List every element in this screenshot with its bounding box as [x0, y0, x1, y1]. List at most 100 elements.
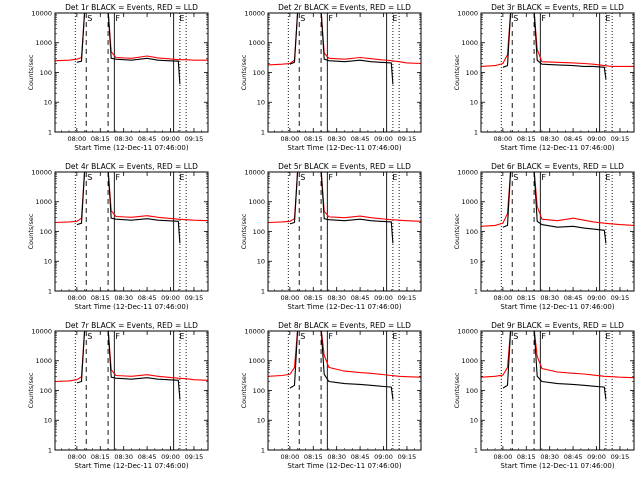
panel-8: Det 8r BLACK = Events, RED = LLD 1 10 100 10… [240, 321, 422, 470]
x-tick-label: 08:30 [327, 294, 346, 302]
x-tick-label: 09:15 [185, 453, 204, 461]
x-tick-label: 08:00 [67, 135, 86, 143]
y-tick-label: 10 [44, 417, 52, 425]
interval-marker: E [392, 14, 397, 23]
plot-frame [54, 171, 209, 292]
panel-3: Det 3r BLACK = Events, RED = LLD 1 10 100 10… [453, 3, 635, 152]
series-lld-line [481, 331, 634, 379]
interval-marker: S [300, 14, 305, 23]
x-tick-label: 08:45 [351, 294, 370, 302]
y-tick-label: 1 [48, 128, 52, 136]
x-tick-label: 08:30 [114, 294, 133, 302]
interval-marker: E [179, 332, 184, 341]
x-tick-label: 09:15 [398, 294, 417, 302]
series-events-line [289, 172, 394, 244]
x-tick-label: 08:00 [493, 135, 512, 143]
x-tick-label: 08:15 [304, 135, 323, 143]
interval-marker: S [300, 332, 305, 341]
x-axis-label: Start Time (12-Dec-11 07:46:00) [74, 144, 188, 152]
x-tick-label: 08:15 [91, 453, 110, 461]
panel-1: Det 1r BLACK = Events, RED = LLD 1 10 100 10… [27, 3, 209, 152]
series-events-line [502, 13, 607, 80]
y-tick-label: 1000 [35, 198, 52, 206]
series-lld-line [268, 331, 421, 378]
plot-frame [54, 12, 209, 133]
x-axis-label: Start Time (12-Dec-11 07:46:00) [74, 462, 188, 470]
series-group [55, 172, 208, 244]
y-tick-label: 100 [466, 69, 478, 77]
series-events-line [502, 172, 607, 244]
y-tick-label: 1000 [248, 357, 265, 365]
reference-lines [287, 13, 400, 132]
y-axis-label: Counts/sec [453, 54, 461, 90]
interval-marker: F [541, 14, 546, 23]
reference-lines [74, 331, 187, 450]
x-axis-label: Start Time (12-Dec-11 07:46:00) [500, 144, 614, 152]
y-tick-label: 10 [257, 417, 265, 425]
y-tick-label: 10 [44, 258, 52, 266]
series-group [268, 13, 421, 85]
x-tick-label: 09:15 [611, 135, 630, 143]
y-axis-label: Counts/sec [27, 372, 35, 408]
y-axis-label: Counts/sec [27, 54, 35, 90]
y-tick-label: 1000 [35, 39, 52, 47]
x-tick-label: 09:00 [587, 135, 606, 143]
plot-frame [480, 12, 635, 133]
x-tick-label: 09:15 [611, 294, 630, 302]
y-axis-label: Counts/sec [27, 213, 35, 249]
panel-title: Det 7r BLACK = Events, RED = LLD [65, 321, 198, 330]
y-tick-label: 10000 [457, 9, 478, 17]
interval-marker: E [392, 173, 397, 182]
interval-marker: F [328, 332, 333, 341]
y-tick-label: 1000 [461, 198, 478, 206]
x-tick-label: 08:00 [67, 453, 86, 461]
x-tick-label: 08:15 [304, 294, 323, 302]
y-tick-label: 10000 [244, 327, 265, 335]
y-axis-label: Counts/sec [453, 372, 461, 408]
y-axis-label: Counts/sec [240, 54, 248, 90]
y-tick-label: 10000 [31, 9, 52, 17]
panel-title: Det 9r BLACK = Events, RED = LLD [491, 321, 624, 330]
interval-marker: S [300, 173, 305, 182]
y-tick-label: 1 [474, 128, 478, 136]
panel-title: Det 3r BLACK = Events, RED = LLD [491, 3, 624, 12]
x-tick-label: 08:45 [564, 135, 583, 143]
series-group [55, 13, 208, 85]
series-events-line [289, 13, 394, 85]
interval-marker: S [87, 173, 92, 182]
interval-marker: S [513, 173, 518, 182]
reference-lines [287, 331, 400, 450]
series-lld-line [55, 13, 208, 62]
series-lld-line [481, 13, 634, 67]
x-tick-label: 08:30 [114, 135, 133, 143]
panel-title: Det 8r BLACK = Events, RED = LLD [278, 321, 411, 330]
y-tick-label: 1000 [35, 357, 52, 365]
interval-marker: E [179, 173, 184, 182]
x-axis-label: Start Time (12-Dec-11 07:46:00) [74, 303, 188, 311]
series-group [481, 13, 634, 80]
reference-lines [500, 172, 613, 291]
x-tick-label: 08:45 [138, 135, 157, 143]
series-events-line [76, 13, 181, 85]
interval-marker: S [513, 14, 518, 23]
x-tick-label: 08:30 [540, 135, 559, 143]
y-tick-label: 100 [466, 387, 478, 395]
panel-7: Det 7r BLACK = Events, RED = LLD 1 10 100 10… [27, 321, 209, 470]
x-tick-label: 08:15 [304, 453, 323, 461]
interval-marker: F [115, 14, 120, 23]
y-tick-label: 100 [40, 228, 52, 236]
panel-title: Det 5r BLACK = Events, RED = LLD [278, 162, 411, 171]
x-tick-label: 09:00 [161, 135, 180, 143]
panel-2: Det 2r BLACK = Events, RED = LLD 1 10 100 10… [240, 3, 422, 152]
y-tick-label: 10000 [457, 168, 478, 176]
plot-frame [267, 171, 422, 292]
y-axis-label: Counts/sec [240, 372, 248, 408]
x-tick-label: 09:15 [185, 294, 204, 302]
panel-9: Det 9r BLACK = Events, RED = LLD 1 10 100 10… [453, 321, 635, 470]
plot-frame [54, 330, 209, 451]
interval-marker: F [541, 332, 546, 341]
y-axis-label: Counts/sec [453, 213, 461, 249]
y-tick-label: 10 [257, 99, 265, 107]
x-tick-label: 08:15 [91, 135, 110, 143]
